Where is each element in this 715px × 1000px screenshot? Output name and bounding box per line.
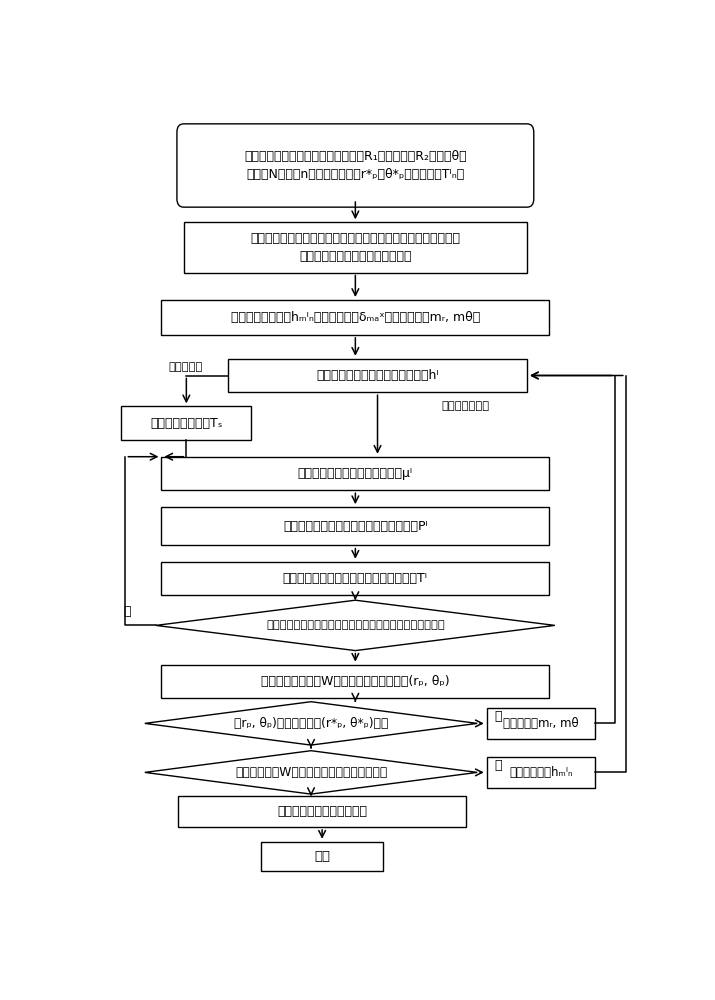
Text: 输入已知轴承的设计参数（瓦内半径R₁、瓦外半径R₂、张角θ、
瓦块数N、转速n、支承中心坐标r*ₚ、θ*ₚ、入油温度Tᴵₙ）: 输入已知轴承的设计参数（瓦内半径R₁、瓦外半径R₂、张角θ、 瓦块数N、转速n、…: [244, 150, 467, 181]
Text: 结束: 结束: [314, 850, 330, 863]
Bar: [162, 665, 549, 698]
Text: 输出推力轴承理论膜厚分布: 输出推力轴承理论膜厚分布: [277, 805, 367, 818]
Bar: [228, 359, 527, 392]
Text: 有限差分法解雷诺方程，求出各结点压力Pᴵ: 有限差分法解雷诺方程，求出各结点压力Pᴵ: [283, 520, 428, 532]
Text: 否: 否: [494, 759, 501, 772]
Bar: [122, 406, 252, 440]
Bar: [487, 757, 595, 788]
Text: 将求解域化成等距的网格（网格划分的疏密根据计算精度要求确
定），确定节点的编号及节点坐标: 将求解域化成等距的网格（网格划分的疏密根据计算精度要求确 定），确定节点的编号及…: [250, 232, 460, 263]
Text: 按粘度方程计算各结点的油粘度μᴵ: 按粘度方程计算各结点的油粘度μᴵ: [297, 467, 413, 480]
Text: 有限差分法解能量方程，求出各结点温度Tᴵ: 有限差分法解能量方程，求出各结点温度Tᴵ: [283, 572, 428, 585]
Text: 否: 否: [123, 605, 131, 618]
Text: 油膜承载能力W与实际工况的给定值是否相等: 油膜承载能力W与实际工况的给定值是否相等: [235, 766, 387, 779]
Text: 修改瓦倾角mᵣ, mθ: 修改瓦倾角mᵣ, mθ: [503, 717, 579, 730]
Text: （rₚ, θₚ)是否与给定的(r*ₚ, θ*ₚ)重合: （rₚ, θₚ)是否与给定的(r*ₚ, θ*ₚ)重合: [234, 717, 388, 730]
Bar: [178, 796, 466, 827]
Bar: [162, 457, 549, 490]
Polygon shape: [145, 702, 478, 745]
Bar: [162, 507, 549, 545]
Text: 相邻两次计算的结点压力（温度）的插值是否满足收敛要求: 相邻两次计算的结点压力（温度）的插值是否满足收敛要求: [266, 620, 445, 630]
Text: 第一次计算: 第一次计算: [169, 362, 203, 372]
Polygon shape: [145, 751, 478, 794]
Text: 初定轴承最小膜厚hₘᴵₙ、最大瓦变形δₘₐˣ、瓦的倾角（mᵣ, mθ）: 初定轴承最小膜厚hₘᴵₙ、最大瓦变形δₘₐˣ、瓦的倾角（mᵣ, mθ）: [231, 311, 480, 324]
Text: 第二次计算以后: 第二次计算以后: [441, 401, 489, 411]
FancyBboxPatch shape: [177, 124, 534, 207]
Bar: [261, 842, 383, 871]
Bar: [184, 222, 527, 273]
Text: 按油膜形状方程计算各节点的膜厚hᴵ: 按油膜形状方程计算各节点的膜厚hᴵ: [316, 369, 439, 382]
Text: 否: 否: [494, 710, 501, 723]
Text: 给定一平均的瓦温Tₛ: 给定一平均的瓦温Tₛ: [150, 417, 222, 430]
Polygon shape: [156, 600, 555, 651]
Bar: [162, 300, 549, 335]
Bar: [162, 562, 549, 595]
Bar: [487, 708, 595, 739]
Text: 计算油膜承载能力W以及压力中心的坐标值(rₚ, θₚ): 计算油膜承载能力W以及压力中心的坐标值(rₚ, θₚ): [261, 675, 450, 688]
Text: 修改最小膜厚hₘᴵₙ: 修改最小膜厚hₘᴵₙ: [509, 766, 573, 779]
